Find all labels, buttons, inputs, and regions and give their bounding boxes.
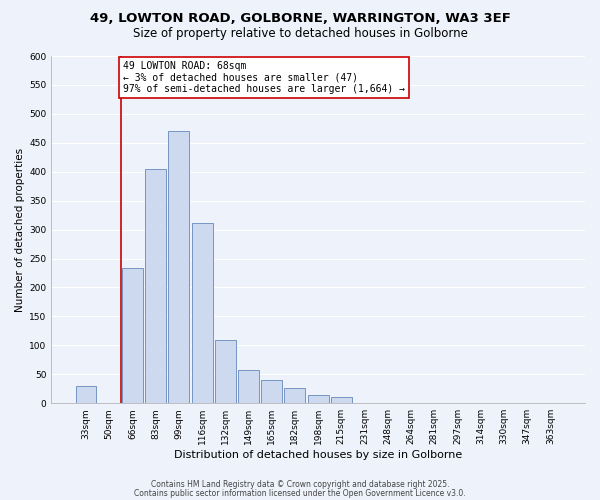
Bar xyxy=(331,398,352,403)
Bar xyxy=(308,394,329,403)
Bar xyxy=(215,340,236,403)
X-axis label: Distribution of detached houses by size in Golborne: Distribution of detached houses by size … xyxy=(174,450,462,460)
Bar xyxy=(169,131,189,403)
Text: Size of property relative to detached houses in Golborne: Size of property relative to detached ho… xyxy=(133,28,467,40)
Bar xyxy=(191,222,212,403)
Bar xyxy=(76,386,97,403)
Text: 49 LOWTON ROAD: 68sqm
← 3% of detached houses are smaller (47)
97% of semi-detac: 49 LOWTON ROAD: 68sqm ← 3% of detached h… xyxy=(123,61,405,94)
Text: Contains HM Land Registry data © Crown copyright and database right 2025.: Contains HM Land Registry data © Crown c… xyxy=(151,480,449,489)
Bar xyxy=(238,370,259,403)
Bar xyxy=(284,388,305,403)
Text: 49, LOWTON ROAD, GOLBORNE, WARRINGTON, WA3 3EF: 49, LOWTON ROAD, GOLBORNE, WARRINGTON, W… xyxy=(89,12,511,26)
Text: Contains public sector information licensed under the Open Government Licence v3: Contains public sector information licen… xyxy=(134,490,466,498)
Y-axis label: Number of detached properties: Number of detached properties xyxy=(15,148,25,312)
Bar xyxy=(261,380,282,403)
Bar xyxy=(145,169,166,403)
Bar xyxy=(122,268,143,403)
